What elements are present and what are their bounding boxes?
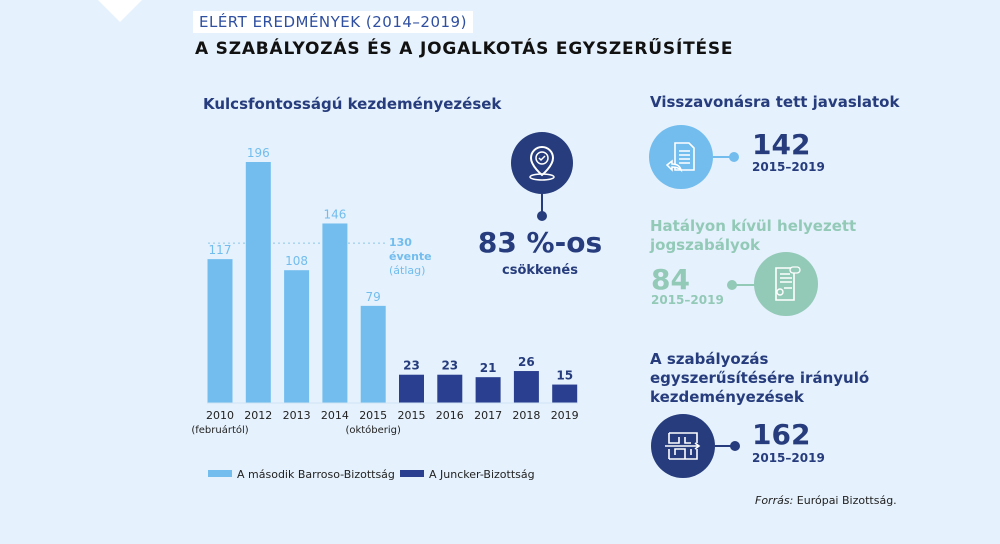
data-label: 117 [209, 243, 232, 257]
x-tick-sublabel: (októberig) [345, 424, 401, 436]
chart-title: Kulcsfontosságú kezdeményezések [203, 95, 502, 113]
reduction-label: csökkenés [502, 263, 578, 278]
section-tag: ELÉRT EREDMÉNYEK (2014–2019) [193, 11, 473, 33]
location-pin-check-icon [511, 132, 573, 194]
connector-dot [537, 211, 547, 221]
stat-repealed-period: 2015–2019 [651, 293, 724, 307]
x-tick-label: 2019 [551, 409, 579, 422]
x-tick-label: 2018 [512, 409, 540, 422]
data-label: 21 [480, 361, 497, 375]
bar [360, 305, 386, 403]
stat-withdrawn-title: Visszavonásra tett javaslatok [650, 93, 900, 111]
data-label: 26 [518, 355, 535, 369]
average-label: (átlag) [389, 264, 425, 277]
bar [322, 223, 348, 403]
source-label: Forrás: [755, 494, 794, 507]
document-return-icon [649, 125, 713, 189]
legend-label: A második Barroso-Bizottság [237, 468, 395, 481]
reduction-value: 83 %-os [477, 226, 603, 259]
legend-swatch [400, 470, 424, 477]
connector-dot [727, 280, 737, 290]
maze-icon [651, 414, 715, 478]
certificate-delete-icon [754, 252, 818, 316]
stat-repealed-title: Hatályon kívül helyezett jogszabályok [650, 217, 857, 254]
x-tick-label: 2016 [436, 409, 464, 422]
average-label: 130 [389, 236, 412, 249]
bar [284, 270, 310, 403]
stat-withdrawn-value: 142 [752, 128, 811, 161]
bar [475, 377, 501, 403]
page-title: A SZABÁLYOZÁS ÉS A JOGALKOTÁS EGYSZERŰSÍ… [195, 39, 734, 59]
data-label: 146 [323, 207, 346, 221]
stat-repealed-value: 84 [651, 263, 690, 296]
connector-dot [730, 441, 740, 451]
stat-withdrawn-period: 2015–2019 [752, 160, 825, 174]
x-tick-label: 2017 [474, 409, 502, 422]
x-tick-label: 2015 [398, 409, 426, 422]
x-tick-label: 2012 [244, 409, 272, 422]
x-tick-label: 2013 [283, 409, 311, 422]
x-tick-label: 2010 [206, 409, 234, 422]
stat-simplification-value: 162 [752, 418, 811, 451]
data-label: 196 [247, 146, 270, 160]
data-label: 108 [285, 254, 308, 268]
data-label: 79 [366, 290, 381, 304]
connector-dot [729, 152, 739, 162]
data-label: 15 [556, 369, 573, 383]
bar [207, 259, 233, 403]
x-tick-sublabel: (februártól) [191, 424, 248, 436]
connector-line [713, 156, 733, 158]
bar [245, 162, 271, 403]
corner-decoration [98, 0, 142, 22]
source-note: Forrás: Európai Bizottság. [755, 494, 897, 507]
x-tick-label: 2015 [359, 409, 387, 422]
bar [552, 384, 578, 403]
data-label: 23 [441, 359, 458, 373]
bar [513, 371, 539, 403]
connector-line [735, 284, 755, 286]
average-label: évente [389, 250, 432, 263]
legend-label: A Juncker-Bizottság [429, 468, 535, 481]
bar [437, 374, 463, 403]
stat-simplification-title: A szabályozás egyszerűsítésére irányuló … [650, 350, 870, 406]
connector-line [715, 445, 733, 447]
stat-simplification-period: 2015–2019 [752, 451, 825, 465]
data-label: 23 [403, 359, 420, 373]
source-text: Európai Bizottság. [793, 494, 897, 507]
x-tick-label: 2014 [321, 409, 349, 422]
bar [399, 374, 424, 403]
legend-swatch [208, 470, 232, 477]
connector-line [541, 194, 543, 212]
